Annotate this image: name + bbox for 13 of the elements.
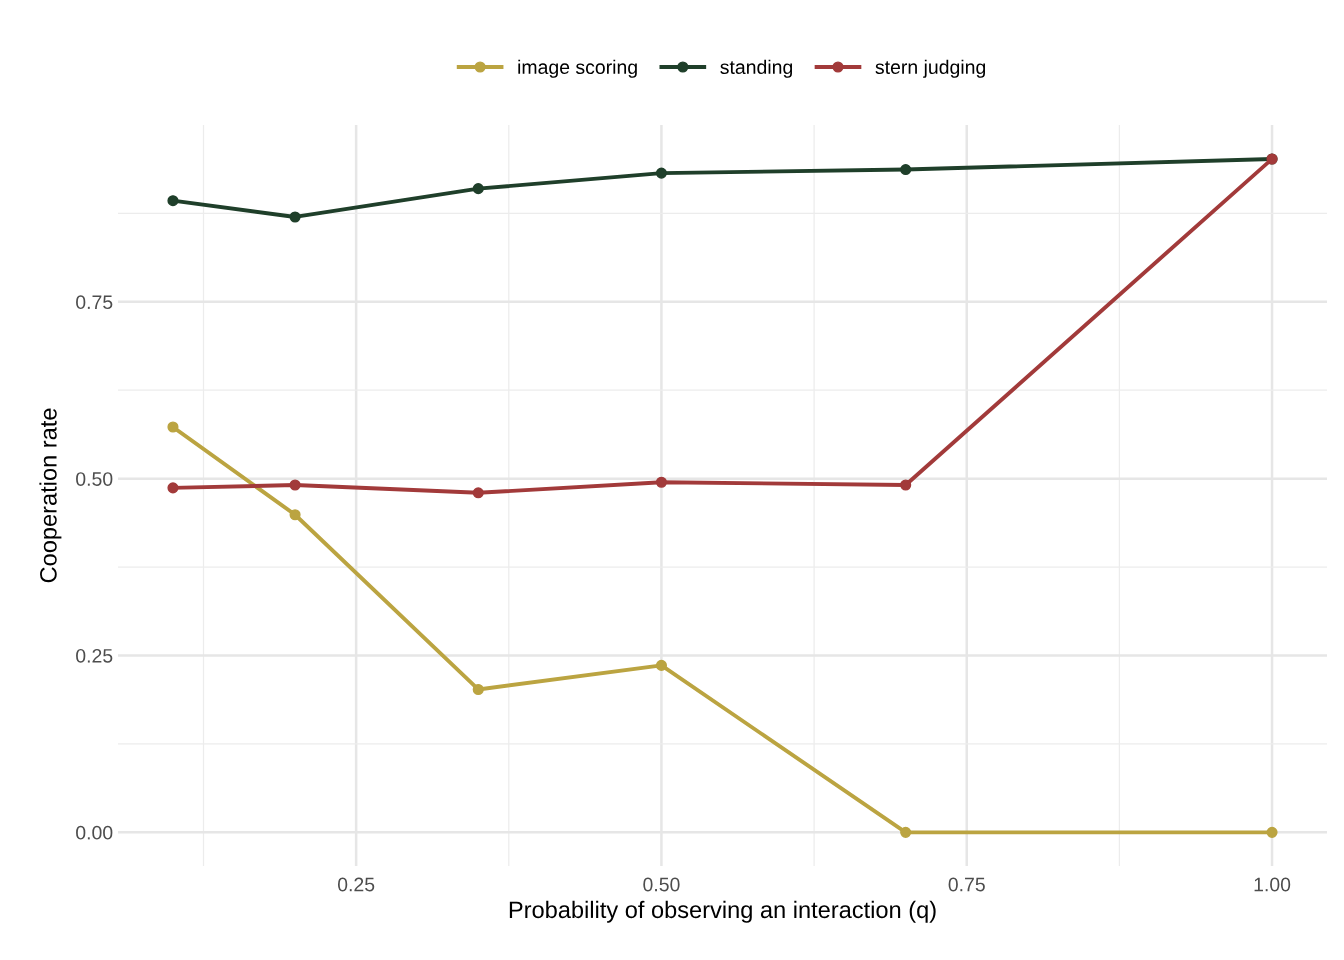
y-axis-title: Cooperation rate xyxy=(39,408,62,583)
x-tick-label: 1.00 xyxy=(1254,877,1291,892)
y-tick-label: 0.00 xyxy=(76,825,113,840)
x-axis-title: Probability of observing an interaction (q) xyxy=(509,900,936,923)
x-tick-label: 0.75 xyxy=(948,877,985,892)
legend-label: image scoring xyxy=(518,59,637,78)
x-tick-label: 0.50 xyxy=(643,877,680,892)
y-tick-label: 0.75 xyxy=(76,295,113,310)
legend-label: stern judging xyxy=(875,59,986,78)
x-tick-label: 0.25 xyxy=(337,877,375,892)
legend-label: standing xyxy=(720,59,793,78)
y-tick-label: 0.25 xyxy=(76,648,113,663)
y-tick-label: 0.50 xyxy=(76,472,113,486)
